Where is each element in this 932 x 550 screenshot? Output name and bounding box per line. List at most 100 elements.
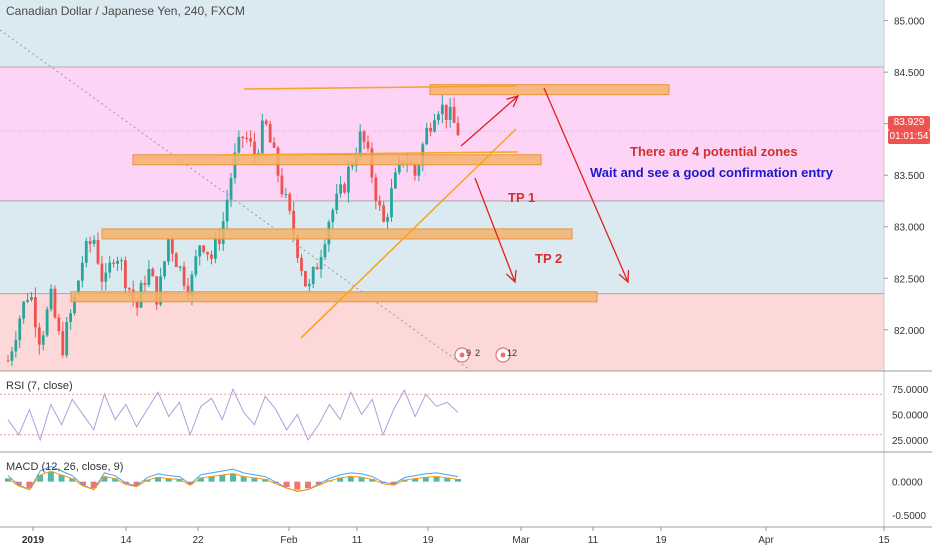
y-tick-label: 83.000 [894,223,925,234]
arrow-up [460,95,519,147]
macd-bar [240,476,247,482]
candle-body [249,138,253,142]
macd-bar [165,478,172,482]
candle-body [159,276,163,305]
candle-body [73,294,76,314]
candle-body [18,318,22,341]
candle-body [268,123,272,143]
event-marker-label: 2 [475,348,480,358]
candle-body [264,120,268,124]
arrow-long-head [618,269,630,284]
candle-body [53,288,57,318]
annotation-zones: There are 4 potential zones [630,144,798,159]
candle-body [413,164,417,176]
macd-bar [155,477,161,482]
candle-body [393,172,397,189]
candle-body [448,106,452,120]
x-tick-label: 11 [588,535,599,546]
candle-body [88,241,92,244]
candle-body [237,136,241,153]
candle-body [155,276,159,305]
candle-body [194,256,198,275]
macd-bar [422,477,429,482]
event-marker-label: 12 [507,348,517,358]
x-tick-label: 2019 [22,535,45,546]
candle-body [452,106,456,123]
macd-bar [187,481,194,485]
sr-level-band-2 [101,228,573,240]
diagonal-dotted-line [0,29,471,371]
annotation-confirm: Wait and see a good confirmation entry [590,165,833,180]
x-tick-label: Apr [758,535,774,546]
candle-body [386,217,389,222]
candle-body [33,297,37,328]
candle-body [123,260,127,289]
candle-body [178,266,182,268]
candle-body [41,335,45,345]
macd-bar [283,481,290,487]
y-tick-label: 82.000 [894,326,925,337]
x-tick-label: 11 [352,535,363,546]
candle-body [307,283,311,287]
macd-bar [58,475,65,482]
candle-body [210,254,213,259]
candle-body [245,138,249,140]
candle-body [112,262,116,264]
countdown-tag: 01:01:54 [888,130,930,144]
macd-line [7,465,459,493]
candle-body [303,271,307,287]
candle-body [22,301,26,319]
candle-body [186,285,190,296]
candle-body [69,313,73,322]
candle-body [217,237,221,244]
candle-body [253,141,256,156]
macd-y-tick-label: -0.5000 [892,511,926,522]
macd-bar [390,481,397,485]
macd-bar [412,478,419,482]
macd-bar [101,476,108,482]
candle-body [358,131,362,158]
macd-bar [176,479,183,482]
event-marker-label: 9 [466,348,471,358]
candle-body [315,267,319,270]
macd-bar [294,481,301,490]
candle-body [280,175,284,195]
candle-body [444,104,448,120]
candle-body [378,200,382,206]
candle-body [390,188,393,218]
candle-body [163,261,166,277]
y-tick-label: 84.500 [894,68,925,79]
candle-body [213,237,217,259]
arrow-tp-head [505,269,517,284]
candle-body [202,245,206,252]
candle-body [433,120,436,132]
macd-bar [47,471,54,482]
candle-body [292,210,296,236]
candle-body [127,288,131,290]
macd-bar [337,477,344,482]
macd-bar [433,476,440,482]
arrow-tp [474,177,516,283]
candle-body [284,194,288,196]
candle-body [343,184,346,193]
candle-body [440,104,444,115]
candle-body [382,205,386,222]
candle-body [429,127,433,132]
macd-bar [69,478,76,482]
candle-body [425,127,429,145]
candle-body [397,160,401,173]
candle-body [335,193,339,211]
candle-body [260,120,264,154]
event-marker-dot [459,352,465,358]
candle-body [116,260,119,264]
candle-body [14,340,18,352]
candle-body [167,238,170,262]
candle-body [135,300,139,308]
candle-body [49,288,53,310]
candle-body [96,239,100,264]
macd-label: MACD (12, 26, close, 9) [6,461,124,473]
price-zone-1 [0,200,884,294]
rsi-label: RSI (7, close) [6,380,73,392]
